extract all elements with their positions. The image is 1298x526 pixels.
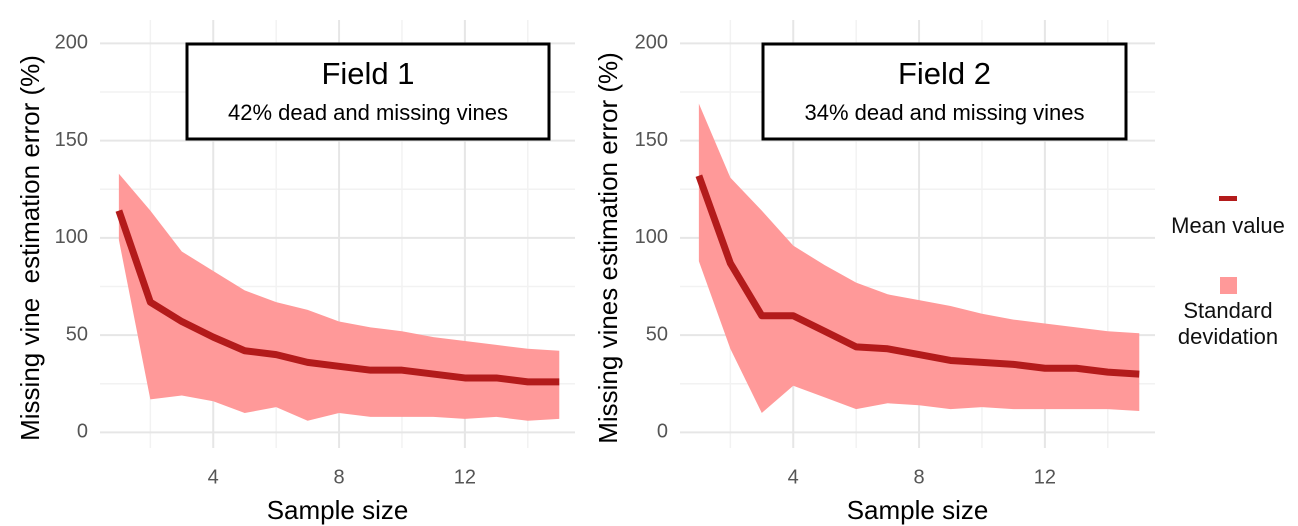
annotation-subtitle: 34% dead and missing vines [804,100,1084,125]
legend-item: Mean value [1158,196,1298,239]
sd-band [118,173,560,421]
x-tick-label: 8 [334,466,345,488]
annotation-title: Field 1 [321,56,414,91]
legend-swatch [1219,196,1237,201]
y-tick-label: 50 [66,323,88,345]
annotation-title: Field 2 [898,56,991,91]
x-tick-label: 12 [1034,466,1056,488]
y-tick-label: 50 [646,323,668,345]
annotation-subtitle: 42% dead and missing vines [228,100,508,125]
legend-label: Mean value [1171,213,1285,238]
legend: Mean value Standard devidation [1158,196,1298,388]
y-tick-label: 0 [657,421,668,443]
y-tick-label: 200 [55,32,88,54]
x-axis-title: Sample size [847,495,989,525]
annotation-box [185,42,551,141]
legend-item: Standard devidation [1158,277,1298,350]
x-axis-title: Sample size [267,495,409,525]
y-tick-label: 150 [635,129,668,151]
x-tick-label: 4 [208,466,219,488]
y-tick-label: 100 [635,226,668,248]
legend-label: Standard devidation [1177,298,1279,349]
sd-band [698,103,1140,413]
mean-line [695,174,1140,378]
y-tick-label: 200 [635,32,668,54]
annotation-box [761,42,1128,141]
y-axis-title: Missing vines estimation error (%) [593,52,623,444]
legend-swatch [1219,277,1237,294]
y-axis-title: Missing vine estimation error (%) [15,55,45,441]
x-tick-label: 8 [914,466,925,488]
mean-line [115,209,560,386]
x-tick-label: 12 [454,466,476,488]
y-tick-label: 0 [77,421,88,443]
y-tick-label: 150 [55,129,88,151]
y-tick-label: 100 [55,226,88,248]
x-tick-label: 4 [788,466,799,488]
